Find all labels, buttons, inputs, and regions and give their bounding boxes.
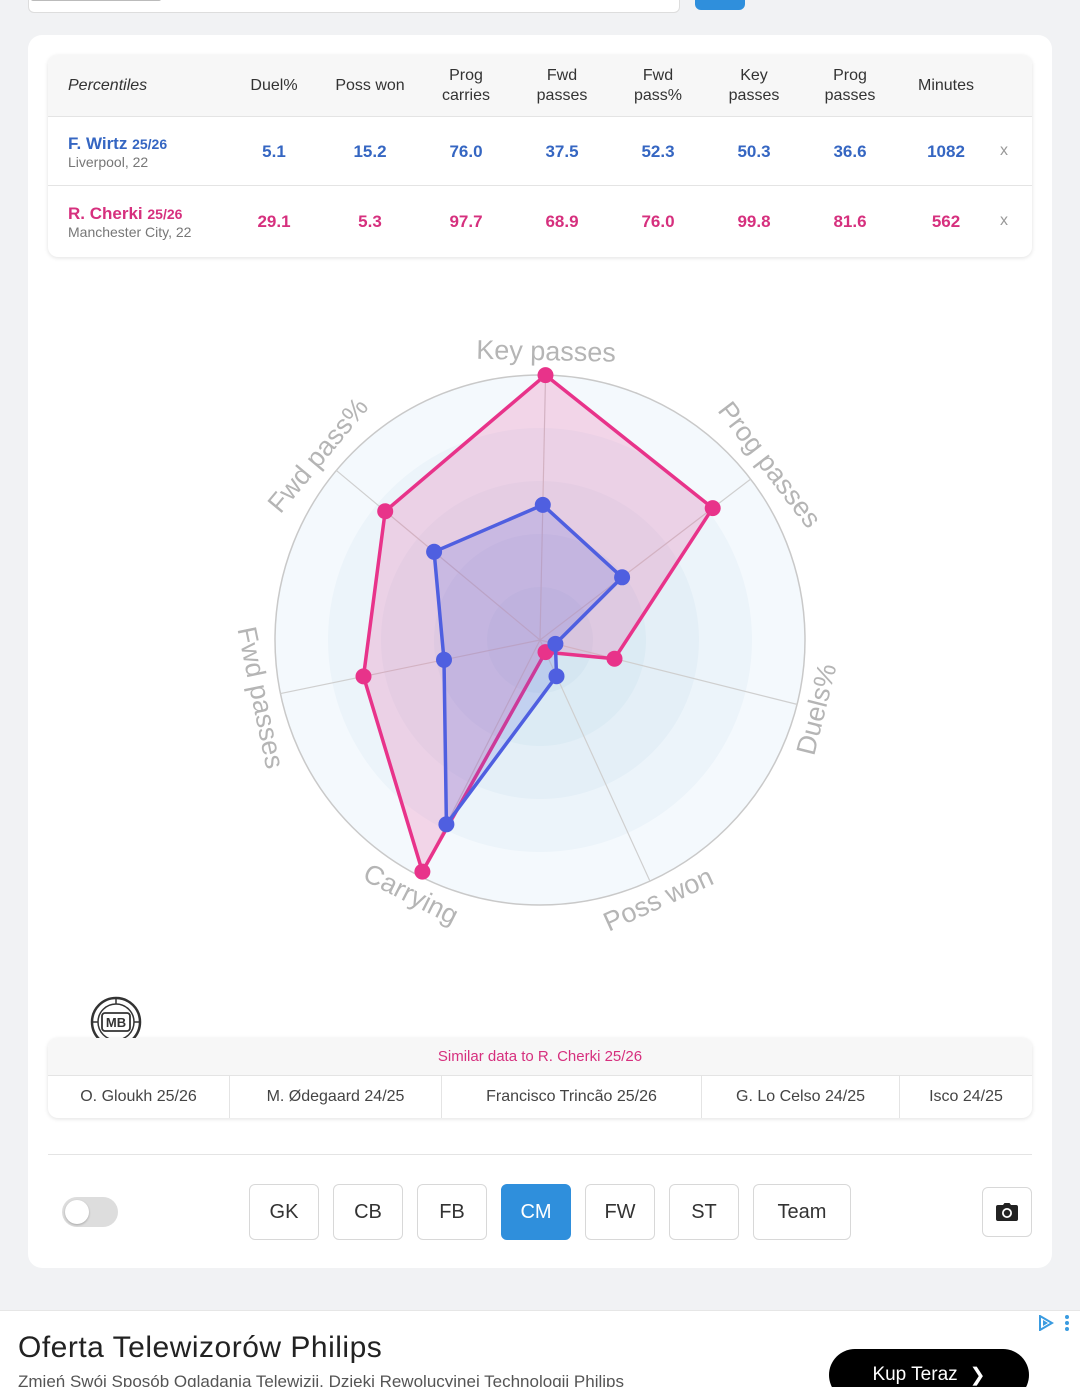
similar-players-panel: Similar data to R. Cherki 25/26 O. Glouk… — [48, 1038, 1032, 1118]
more-options-icon[interactable] — [1064, 1314, 1070, 1332]
remove-player-button[interactable]: x — [1000, 212, 1008, 229]
percentiles-table: Percentiles Duel% Poss won Prog carries … — [48, 55, 1032, 257]
position-button-cb[interactable]: CB — [333, 1184, 403, 1240]
position-button-fw[interactable]: FW — [585, 1184, 655, 1240]
remove-player-button[interactable]: x — [1000, 142, 1008, 159]
radar-series-area — [361, 373, 715, 874]
mb-logo: MB — [90, 996, 142, 1048]
ad-title: Oferta Telewizorów Philips — [18, 1331, 383, 1364]
radar-data-point — [436, 651, 452, 668]
radar-data-point — [704, 500, 721, 517]
player-club: Liverpool, 22 — [68, 154, 149, 170]
table-row: R. Cherki 25/26 Manchester City, 22 29.1… — [48, 187, 1032, 256]
player-season: 25/26 — [132, 136, 168, 152]
ad-cta-button[interactable]: Kup Teraz ❯ — [829, 1349, 1029, 1387]
table-header: Percentiles Duel% Poss won Prog carries … — [48, 55, 1032, 117]
cell-prog-passes: 81.6 — [833, 211, 867, 231]
position-button-st[interactable]: ST — [669, 1184, 739, 1240]
header-poss-won: Poss won — [335, 77, 405, 94]
cell-minutes: 562 — [931, 211, 961, 231]
search-bar[interactable] — [28, 0, 680, 13]
radar-data-point — [438, 816, 455, 833]
header-minutes: Minutes — [917, 77, 975, 94]
advertisement-banner[interactable]: Oferta Telewizorów Philips Zmień Swój Sp… — [0, 1310, 1080, 1387]
cell-duel: 5.1 — [262, 141, 286, 161]
similar-player-item[interactable]: Isco 24/25 — [929, 1088, 1003, 1105]
camera-icon — [996, 1203, 1018, 1221]
cell-key-passes: 99.8 — [737, 211, 771, 231]
player-name-link[interactable]: F. Wirtz 25/26 — [68, 134, 167, 154]
table-row: F. Wirtz 25/26 Liverpool, 22 5.1 15.2 76… — [48, 117, 1032, 186]
header-fwd-passes: Fwd passes — [536, 67, 588, 104]
similar-player-item[interactable]: M. Ødegaard 24/25 — [230, 1076, 442, 1118]
cell-minutes: 1082 — [927, 141, 965, 161]
cell-prog-passes: 36.6 — [833, 141, 867, 161]
comparison-card: Percentiles Duel% Poss won Prog carries … — [28, 35, 1052, 1268]
ad-choices-icon[interactable] — [1038, 1315, 1054, 1331]
radar-data-point — [414, 863, 431, 880]
radar-axis-line — [280, 639, 541, 695]
ad-cta-label: Kup Teraz — [872, 1364, 958, 1385]
radar-data-point — [426, 543, 443, 560]
header-percentiles: Percentiles — [68, 77, 148, 94]
toggle-knob — [65, 1200, 89, 1224]
radar-data-point — [537, 367, 554, 384]
radar-data-point — [548, 668, 565, 685]
similar-title: Similar data to R. Cherki 25/26 — [48, 1038, 1032, 1076]
header-fwd-pass-pct: Fwd pass% — [633, 67, 683, 104]
cell-prog-carries: 76.0 — [449, 141, 483, 161]
radar-axis-label: Key passes — [476, 335, 616, 368]
cell-poss-won: 5.3 — [358, 211, 382, 231]
player-name: F. Wirtz — [68, 134, 128, 153]
cell-poss-won: 15.2 — [353, 141, 387, 161]
header-prog-passes: Prog passes — [824, 67, 876, 104]
cell-duel: 29.1 — [257, 211, 291, 231]
radar-axis-line — [539, 639, 798, 705]
radar-series-area — [432, 503, 624, 827]
cell-fwd-pass-pct: 52.3 — [641, 141, 675, 161]
cell-fwd-passes: 37.5 — [545, 141, 579, 161]
ad-subtitle: Zmień Swój Sposób Oglądania Telewizji. D… — [18, 1372, 625, 1387]
divider — [48, 1154, 1032, 1155]
similar-player-item[interactable]: G. Lo Celso 24/25 — [702, 1076, 900, 1118]
cell-prog-carries: 97.7 — [449, 211, 483, 231]
radar-data-point — [614, 569, 631, 586]
search-button[interactable] — [695, 0, 745, 10]
search-bar-shade — [31, 0, 161, 1]
radar-data-point — [377, 503, 394, 520]
header-key-passes: Key passes — [728, 67, 780, 104]
player-name: R. Cherki — [68, 204, 143, 223]
chevron-right-icon: ❯ — [969, 1365, 986, 1386]
screenshot-button[interactable] — [982, 1187, 1032, 1237]
cell-fwd-passes: 68.9 — [545, 211, 579, 231]
position-button-gk[interactable]: GK — [249, 1184, 319, 1240]
header-prog-carries: Prog carries — [441, 67, 490, 104]
toggle-switch[interactable] — [62, 1197, 118, 1227]
position-button-team[interactable]: Team — [753, 1184, 851, 1240]
radar-data-point — [534, 496, 551, 513]
player-name-link[interactable]: R. Cherki 25/26 — [68, 204, 182, 224]
similar-player-item[interactable]: O. Gloukh 25/26 — [48, 1076, 230, 1118]
radar-data-point — [355, 668, 372, 685]
similar-player-item[interactable]: Francisco Trincão 25/26 — [442, 1076, 702, 1118]
position-button-fb[interactable]: FB — [417, 1184, 487, 1240]
cell-fwd-pass-pct: 76.0 — [641, 211, 675, 231]
header-duel: Duel% — [250, 77, 298, 94]
position-button-cm[interactable]: CM — [501, 1184, 571, 1240]
cell-key-passes: 50.3 — [737, 141, 771, 161]
radar-data-point — [547, 635, 564, 652]
player-season: 25/26 — [147, 206, 183, 222]
radar-data-point — [606, 650, 623, 667]
player-club: Manchester City, 22 — [68, 224, 192, 240]
logo-text: MB — [106, 1015, 126, 1030]
